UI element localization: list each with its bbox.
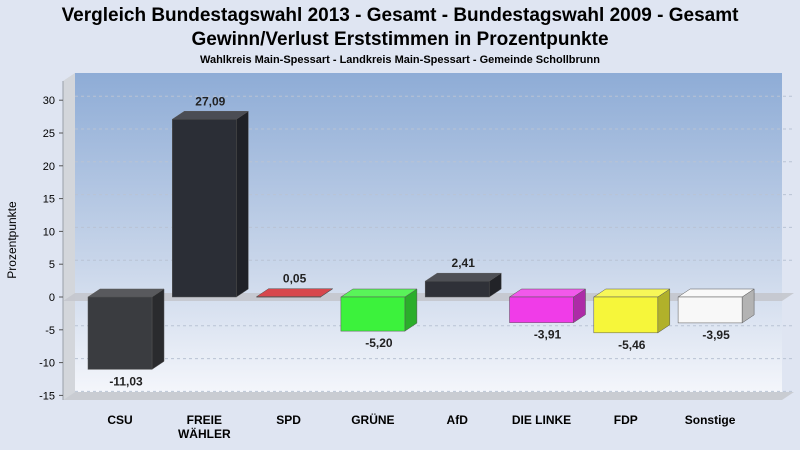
bar-front: [340, 296, 406, 332]
x-tick-label: FDP: [614, 413, 638, 427]
bar-top: [677, 288, 755, 298]
x-tick-label: GRÜNE: [351, 412, 394, 427]
chart-title-line2: Gewinn/Verlust Erststimmen in Prozentpun…: [191, 29, 609, 50]
bar-front: [593, 296, 659, 334]
bar-6: -5,46: [592, 288, 671, 352]
bar-7: -3,95: [677, 288, 755, 342]
bar-side: [151, 288, 165, 370]
y-tick-label: -5: [45, 325, 55, 337]
bar-top: [255, 288, 334, 297]
chart-subtitle: Wahlkreis Main-Spessart - Landkreis Main…: [200, 54, 600, 66]
bars: -11,03 27,09 0,05 -5,20 2,41 -3,91 -5,46 -3,95: [87, 94, 755, 388]
x-tick-label: AfD: [447, 413, 469, 427]
x-tick-label: SPD: [276, 413, 301, 427]
bar-front: [509, 296, 574, 323]
y-tick-label: 20: [43, 161, 55, 173]
bar-top: [508, 288, 587, 298]
y-tick-label: 10: [43, 226, 55, 238]
y-tick-label: 15: [43, 194, 55, 206]
bar-top: [424, 272, 503, 282]
x-tick-label: CSU: [107, 413, 132, 427]
chart-title: Vergleich Bundestagswahl 2013 - Gesamt -…: [61, 5, 739, 26]
bar-top: [87, 288, 165, 298]
bar-front: [87, 296, 153, 370]
bar-2: 0,05: [255, 272, 334, 298]
bar-front: [677, 296, 743, 324]
x-tick-label: DIE LINKE: [512, 413, 571, 427]
x-tick-label: Sonstige: [685, 413, 736, 427]
bar-0: -11,03: [87, 288, 165, 388]
bar-5: -3,91: [508, 288, 587, 342]
bar-value-label: -3,91: [534, 328, 562, 342]
bar-value-label: 2,41: [452, 256, 476, 270]
bar-side: [236, 110, 249, 298]
bar-value-label: 0,05: [283, 272, 307, 286]
bar-front: [172, 119, 237, 298]
bar-value-label: -11,03: [109, 374, 143, 388]
plot-left-wall: [63, 73, 75, 400]
y-axis-ticks: 30 25 20 15 10 5 0 -5 -10 -15: [39, 95, 63, 402]
plot-floor: [63, 392, 794, 400]
x-axis-labels: CSU FREIE WÄHLER SPD GRÜNE AfD DIE LINKE FDP Son…: [107, 412, 735, 441]
bar-4: 2,41: [424, 256, 503, 298]
bar-top: [171, 111, 250, 120]
x-tick-label: FREIE WÄHLER: [178, 413, 231, 441]
bar-value-label: 27,09: [195, 94, 225, 108]
y-tick-label: -15: [39, 390, 55, 402]
y-tick-label: 30: [43, 95, 55, 107]
bar-front: [256, 296, 321, 298]
bar-1: 27,09: [171, 94, 250, 298]
bar-top: [592, 288, 671, 298]
y-tick-label: -10: [39, 358, 55, 370]
y-tick-label: 0: [49, 292, 55, 304]
bar-front: [424, 280, 490, 298]
bar-value-label: -3,95: [702, 328, 730, 342]
y-tick-label: 5: [49, 259, 55, 271]
y-tick-label: 25: [43, 128, 55, 140]
bar-value-label: -5,46: [618, 338, 646, 352]
bar-value-label: -5,20: [365, 336, 393, 350]
bar-top: [340, 288, 418, 298]
bar-3: -5,20: [340, 288, 418, 350]
